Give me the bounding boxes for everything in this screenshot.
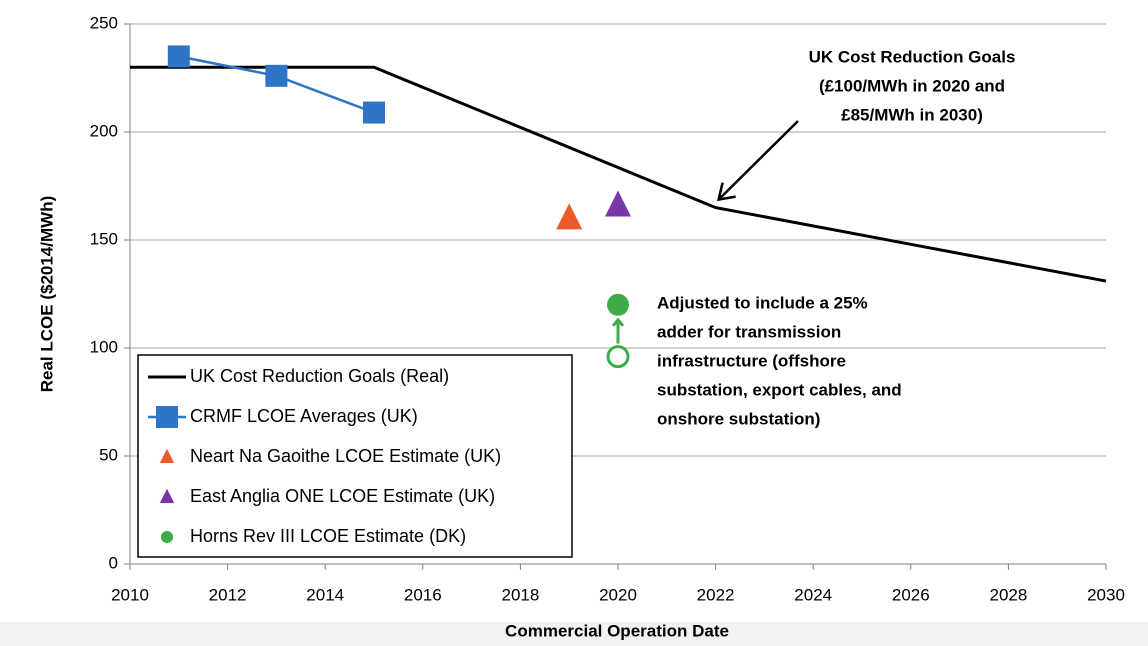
annotation-text: onshore substation) (657, 409, 820, 428)
y-tick-label: 250 (90, 13, 118, 32)
x-tick-label: 2022 (697, 585, 735, 604)
legend-label: East Anglia ONE LCOE Estimate (UK) (190, 486, 495, 506)
x-tick-label: 2016 (404, 585, 442, 604)
square-marker (167, 45, 190, 68)
series-line (130, 65, 1107, 283)
x-tick-label: 2030 (1087, 585, 1125, 604)
x-axis-label: Commercial Operation Date (505, 621, 729, 640)
annotation-text: UK Cost Reduction Goals (809, 47, 1016, 66)
x-tick-label: 2028 (989, 585, 1027, 604)
x-tick-label: 2020 (599, 585, 637, 604)
x-tick-label: 2012 (209, 585, 247, 604)
triangle-marker (605, 190, 631, 217)
legend-label: Neart Na Gaoithe LCOE Estimate (UK) (190, 446, 501, 466)
x-tick-label: 2024 (794, 585, 832, 604)
square-marker (363, 101, 385, 124)
legend-marker (156, 406, 178, 428)
circle-marker (607, 293, 629, 316)
y-tick-label: 50 (99, 445, 118, 464)
y-tick-label: 200 (90, 121, 118, 140)
y-tick-label: 0 (109, 553, 118, 572)
footer-band (0, 622, 1148, 646)
triangle-marker (556, 203, 583, 230)
y-axis-label: Real LCOE ($2014/MWh) (37, 196, 56, 393)
y-tick-label: 150 (90, 229, 118, 248)
square-marker (265, 64, 288, 87)
x-tick-label: 2010 (111, 585, 149, 604)
adjustment-arrow (611, 317, 625, 344)
annotation-text: £85/MWh in 2030) (841, 105, 983, 124)
legend-label: Horns Rev III LCOE Estimate (DK) (190, 526, 466, 546)
unadjusted-marker (606, 345, 630, 369)
x-tick-label: 2026 (892, 585, 930, 604)
y-tick-label: 100 (90, 337, 118, 356)
legend-box (137, 354, 573, 558)
annotation-text: (£100/MWh in 2020 and (819, 76, 1005, 95)
legend-label: UK Cost Reduction Goals (Real) (190, 366, 449, 386)
legend-marker (160, 530, 174, 544)
annotation-arrow (716, 120, 799, 202)
x-tick-label: 2018 (501, 585, 539, 604)
annotation-text: adder for transmission (657, 322, 841, 341)
legend-label: CRMF LCOE Averages (UK) (190, 406, 418, 426)
legend-marker (159, 448, 175, 464)
x-tick-label: 2014 (306, 585, 344, 604)
legend-marker (159, 488, 175, 504)
annotation-text: substation, export cables, and (657, 380, 902, 399)
annotation-text: Adjusted to include a 25% (657, 293, 868, 312)
annotation-text: infrastructure (offshore (657, 351, 846, 370)
